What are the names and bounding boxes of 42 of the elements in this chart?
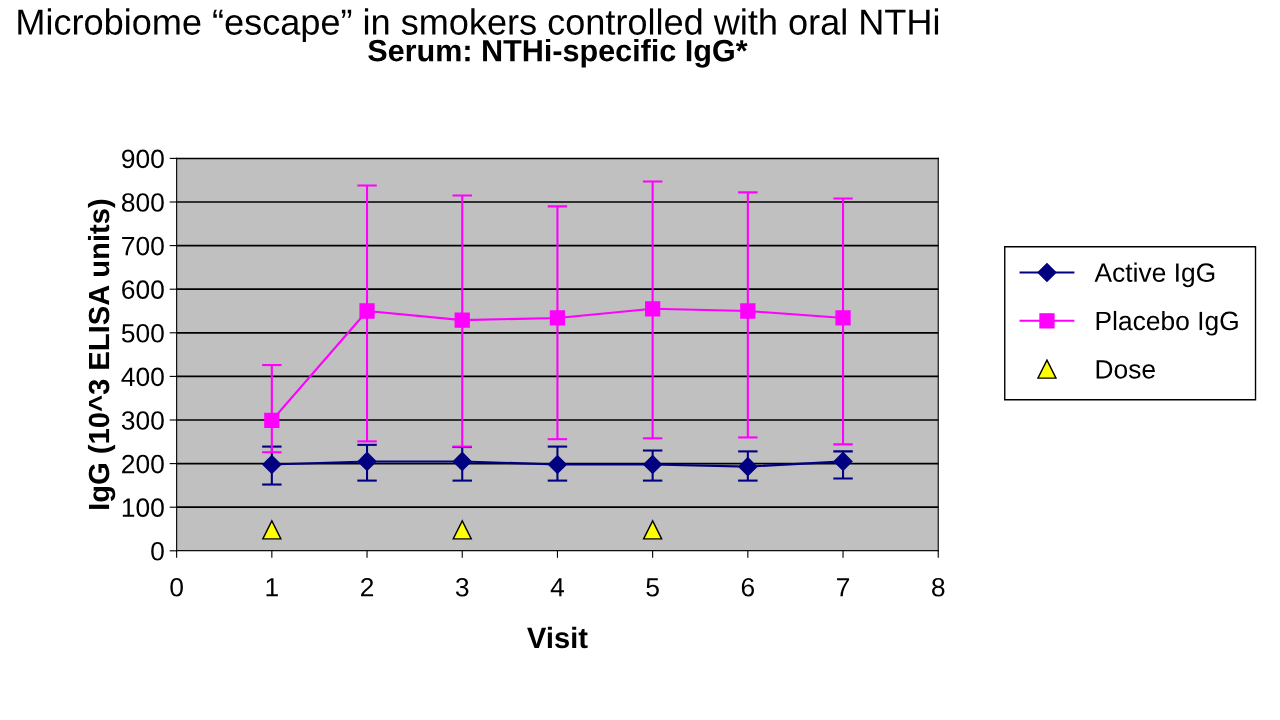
point: [833, 451, 853, 471]
legend-label: Active IgG: [1094, 262, 1215, 288]
point: [547, 454, 567, 475]
x-axis-title: Visit: [527, 626, 588, 649]
x-tick-label: 1: [266, 578, 278, 597]
y-tick-label: 600: [122, 280, 164, 300]
point: [452, 520, 472, 540]
y-tick-label: 900: [122, 149, 164, 169]
legend-label: Placebo IgG: [1096, 310, 1238, 336]
point: [549, 310, 566, 326]
point: [645, 301, 661, 317]
y-tick-label: 700: [122, 236, 164, 256]
point: [454, 312, 470, 328]
x-tick-label: 4: [550, 578, 565, 597]
y-tick-label: 400: [121, 367, 164, 387]
y-tick-label: 0: [151, 541, 164, 561]
point: [262, 454, 282, 475]
legend-label: Dose: [1096, 360, 1155, 379]
x-tick-label: 2: [361, 577, 374, 597]
y-tick-label: 100: [122, 498, 164, 518]
point: [738, 457, 758, 477]
x-tick-label: 6: [741, 577, 755, 597]
x-tick-label: 0: [170, 577, 183, 597]
y-tick-label: 300: [121, 411, 164, 430]
x-tick-label: 5: [646, 578, 659, 597]
x-tick-label: 7: [837, 578, 850, 597]
point: [643, 454, 663, 475]
x-tick-label: 3: [455, 577, 469, 597]
point: [262, 520, 282, 540]
y-axis-title: IgG (10^3 ELISA units): [87, 199, 116, 509]
point: [740, 303, 756, 319]
point: [357, 451, 377, 471]
y-tick-label: 500: [121, 323, 164, 343]
chart-subtitle: Serum: NTHi-specific IgG*: [368, 39, 748, 68]
point: [359, 303, 375, 319]
y-tick-label: 800: [121, 193, 164, 212]
point: [452, 451, 472, 471]
point: [264, 412, 280, 429]
y-tick-label: 200: [122, 454, 164, 474]
x-tick-label: 8: [932, 577, 945, 597]
point: [835, 310, 851, 326]
point: [642, 520, 663, 540]
